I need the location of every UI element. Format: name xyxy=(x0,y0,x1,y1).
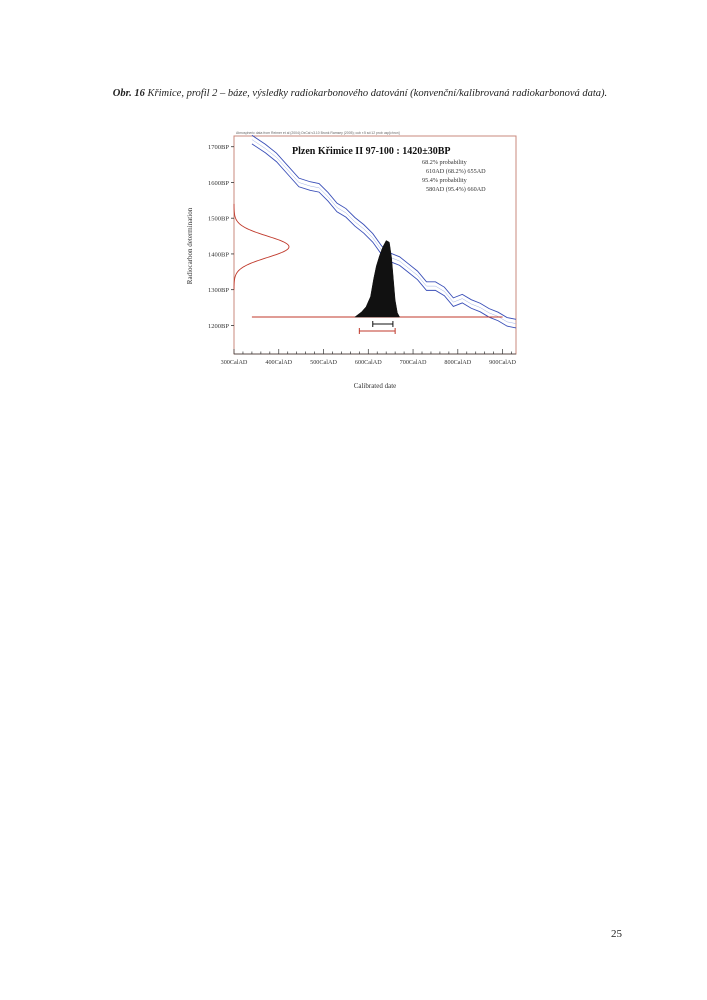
calibration-chart: Atmospheric data from Reimer et al (2004… xyxy=(186,131,517,390)
x-tick-label: 600CalAD xyxy=(355,359,382,366)
posterior-area xyxy=(354,240,401,318)
x-tick-label: 900CalAD xyxy=(489,359,516,366)
sample-title: Plzen Křimice II 97-100 : 1420±30BP xyxy=(292,146,451,157)
radiocarbon-figure: Atmospheric data from Reimer et al (2004… xyxy=(176,128,526,393)
x-tick-label: 300CalAD xyxy=(221,359,248,366)
y-tick-label: 1600BP xyxy=(208,180,229,187)
prob-95-title: 95.4% probability xyxy=(422,177,468,184)
y-tick-label: 1400BP xyxy=(208,251,229,258)
x-tick-label: 400CalAD xyxy=(265,359,292,366)
prob-68-range: 610AD (68.2%) 655AD xyxy=(426,168,486,175)
prob-95-range: 580AD (95.4%) 660AD xyxy=(426,186,486,193)
probability-range-bars xyxy=(358,321,396,334)
figure-caption: Obr. 16 Křimice, profil 2 – báze, výsled… xyxy=(80,87,640,101)
y-axis: 1700BP 1600BP 1500BP 1400BP 1300BP 1200BP xyxy=(208,144,234,330)
figure-caption-text: Křimice, profil 2 – báze, výsledky radio… xyxy=(147,88,608,99)
posterior-distribution xyxy=(251,240,503,318)
figure-label: Obr. 16 xyxy=(112,88,145,99)
y-axis-label: Radiocarbon determination xyxy=(186,207,194,284)
x-tick-label: 500CalAD xyxy=(310,359,337,366)
measurement-distribution xyxy=(233,203,290,290)
x-tick-label: 800CalAD xyxy=(444,359,471,366)
page-number: 25 xyxy=(611,928,622,940)
figure-header-text: Atmospheric data from Reimer et al (2004… xyxy=(236,131,400,135)
prob-68-title: 68.2% probability xyxy=(422,159,468,166)
y-tick-label: 1300BP xyxy=(208,287,229,294)
measurement-gaussian xyxy=(233,203,290,290)
x-axis-label: Calibrated date xyxy=(354,382,397,390)
y-tick-label: 1500BP xyxy=(208,216,229,223)
x-axis: 300CalAD 400CalAD 500CalAD 600CalAD 700CalAD… xyxy=(221,349,517,366)
y-tick-label: 1200BP xyxy=(208,323,229,330)
y-tick-label: 1700BP xyxy=(208,144,229,151)
x-tick-label: 700CalAD xyxy=(400,359,427,366)
